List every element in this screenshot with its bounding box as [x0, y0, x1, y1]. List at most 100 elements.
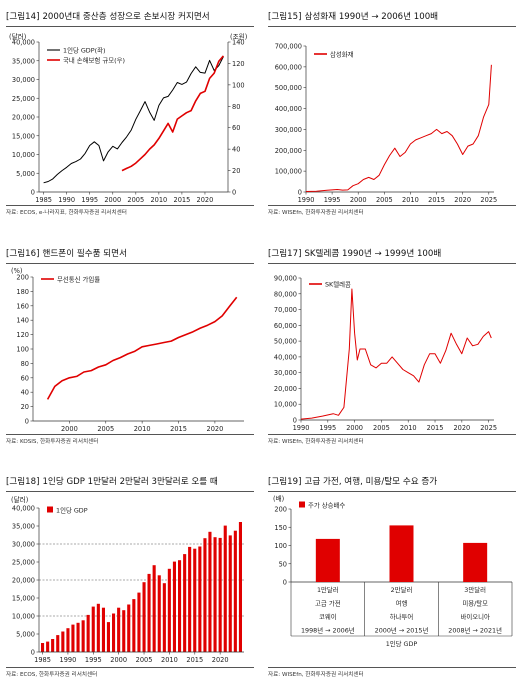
series-line-sk-telecom — [300, 288, 492, 420]
bar — [198, 546, 202, 652]
bar — [188, 546, 192, 652]
y-tick-label: 10,000 — [274, 401, 297, 409]
y-tick-label: 40,000 — [12, 39, 35, 47]
y2-tick-label: 0 — [232, 189, 236, 197]
bar — [56, 635, 60, 652]
y-tick-label: 30,000 — [12, 541, 35, 549]
bar — [315, 538, 340, 582]
bar — [41, 643, 45, 652]
y-tick-label: 300,000 — [275, 126, 302, 134]
y-tick-label: 200 — [274, 506, 287, 514]
x-tick-label: 2010 — [134, 425, 151, 433]
bar — [193, 548, 197, 652]
figure-title-text: SK텔레콤 1990년 → 1999년 100배 — [304, 249, 442, 259]
figure-title: [그림17] SK텔레콤 1990년 → 1999년 100배 — [268, 248, 516, 264]
figure-title-text: 고급 가전, 여행, 미용/탈모 수요 증가 — [304, 477, 438, 487]
bar — [463, 542, 488, 582]
y2-tick-label: 80 — [232, 103, 240, 111]
x-tick-label: 2010 — [161, 656, 178, 664]
x-tick-label: 2000 — [110, 656, 127, 664]
y2-tick-label: 100 — [232, 81, 245, 89]
legend-swatch — [299, 501, 305, 508]
figure-title-text: 2000년대 중산층 성장으로 손보시장 커지면서 — [42, 12, 210, 22]
x-tick-label: 2005 — [127, 196, 144, 204]
y-tick-label: 40,000 — [274, 353, 297, 361]
x-tick-label: 2020 — [454, 196, 471, 204]
y-tick-label: 20,000 — [12, 577, 35, 585]
chart-15: 0 100,000 200,000 300,000 400,000 500,000 600,… — [268, 34, 516, 214]
x-tick-label: 1990 — [58, 196, 75, 204]
y-axis-unit-left: (달러) — [9, 32, 26, 41]
bar — [172, 561, 176, 652]
chart-16: (%) 0 20 40 60 80 100 120 140 160 180 200 2000 2005 20… — [6, 261, 254, 441]
y-tick-label: 25,000 — [12, 559, 35, 567]
x-tick-label: 2005 — [97, 425, 114, 433]
chart-19: (배) 0 50 100 150 200 1만달러 2만달러 3만달러 고급 가전 여행 미용/탈모 코… — [268, 492, 516, 667]
chart-16-svg: (%) 0 20 40 60 80 100 120 140 160 180 200 2000 2005 20… — [11, 267, 244, 433]
x-tick-label: 1990 — [298, 196, 315, 204]
table-cell: 미용/탈모 — [462, 599, 488, 608]
bar — [117, 607, 121, 652]
table-cell: 3만달러 — [464, 585, 486, 594]
source-note: 자료: ECOS, 한화투자증권 리서치센터 — [6, 667, 254, 678]
y-tick-label: 0 — [31, 189, 35, 197]
y-tick-label: 80 — [21, 360, 29, 368]
x-tick-label: 2005 — [376, 196, 393, 204]
y-tick-label: 600,000 — [275, 63, 302, 71]
table-cell: 여행 — [396, 599, 408, 608]
x-tick-label: 1990 — [293, 424, 310, 432]
table-cell: 1만달러 — [317, 585, 339, 594]
y-tick-label: 20,000 — [274, 385, 297, 393]
series-line-gdp — [43, 56, 224, 184]
y-tick-label: 0 — [298, 189, 302, 197]
table-cell: 2008년 → 2021년 — [448, 626, 502, 635]
bar — [157, 575, 161, 652]
y-tick-label: 40,000 — [12, 505, 35, 513]
x-tick-label: 1985 — [35, 196, 52, 204]
figure-tag: [그림18] — [6, 477, 40, 487]
y-tick-label: 200,000 — [275, 147, 302, 155]
chart-18-svg: (달러) 0 5,000 10,000 15,000 20,000 25,000 30,000… — [11, 495, 244, 664]
series-line-mobile-penetration — [46, 296, 238, 400]
y-tick-label: 35,000 — [12, 523, 35, 531]
y-tick-label: 180 — [16, 288, 29, 296]
legend-label: SK텔레콤 — [325, 279, 351, 288]
y-tick-label: 150 — [274, 524, 287, 532]
figure-title: [그림16] 핸드폰이 필수품 되면서 — [6, 248, 254, 264]
y-tick-label: 10,000 — [12, 613, 35, 621]
y-tick-label: 80,000 — [274, 290, 297, 298]
y-tick-label: 10,000 — [12, 151, 35, 159]
bar — [218, 537, 222, 652]
figure-title: [그림18] 1인당 GDP 1만달러 2만달러 3만달러로 오를 때 — [6, 476, 254, 492]
bar — [208, 531, 212, 652]
source-note: 자료: WISEfn, 한화투자증권 리서치센터 — [268, 667, 516, 678]
bar — [132, 599, 136, 652]
y-tick-label: 140 — [16, 317, 29, 325]
bar — [86, 614, 90, 652]
y-tick-label: 15,000 — [12, 132, 35, 140]
bar — [228, 535, 232, 652]
source-note: 자료: WISEfn, 한화투자증권 리서치센터 — [268, 434, 516, 445]
legend-label: 1인당 GDP(좌) — [63, 45, 105, 54]
x-tick-label: 2020 — [207, 425, 224, 433]
y-tick-label: 100 — [16, 346, 29, 354]
bar — [81, 620, 85, 652]
y-tick-label: 0 — [283, 579, 287, 587]
bar — [112, 613, 116, 652]
bar — [101, 607, 105, 652]
x-tick-label: 1995 — [324, 196, 341, 204]
table-cell: 1998년 → 2006년 — [301, 626, 355, 635]
y-tick-label: 40 — [21, 389, 29, 397]
table-cell: 하나투어 — [390, 612, 414, 621]
y-tick-label: 100,000 — [275, 168, 302, 176]
chart-17: 0 10,000 20,000 30,000 40,000 50,000 60,000 70,… — [268, 268, 516, 448]
figure-title: [그림19] 고급 가전, 여행, 미용/탈모 수요 증가 — [268, 476, 516, 492]
y-tick-label: 0 — [31, 649, 35, 657]
bar — [223, 525, 227, 652]
x-tick-label: 2010 — [150, 196, 167, 204]
chart-17-svg: 0 10,000 20,000 30,000 40,000 50,000 60,000 70,… — [274, 275, 497, 433]
y-tick-label: 0 — [293, 417, 297, 425]
x-tick-label: 2020 — [197, 196, 214, 204]
y-tick-label: 60 — [21, 374, 29, 382]
y-tick-label: 400,000 — [275, 105, 302, 113]
